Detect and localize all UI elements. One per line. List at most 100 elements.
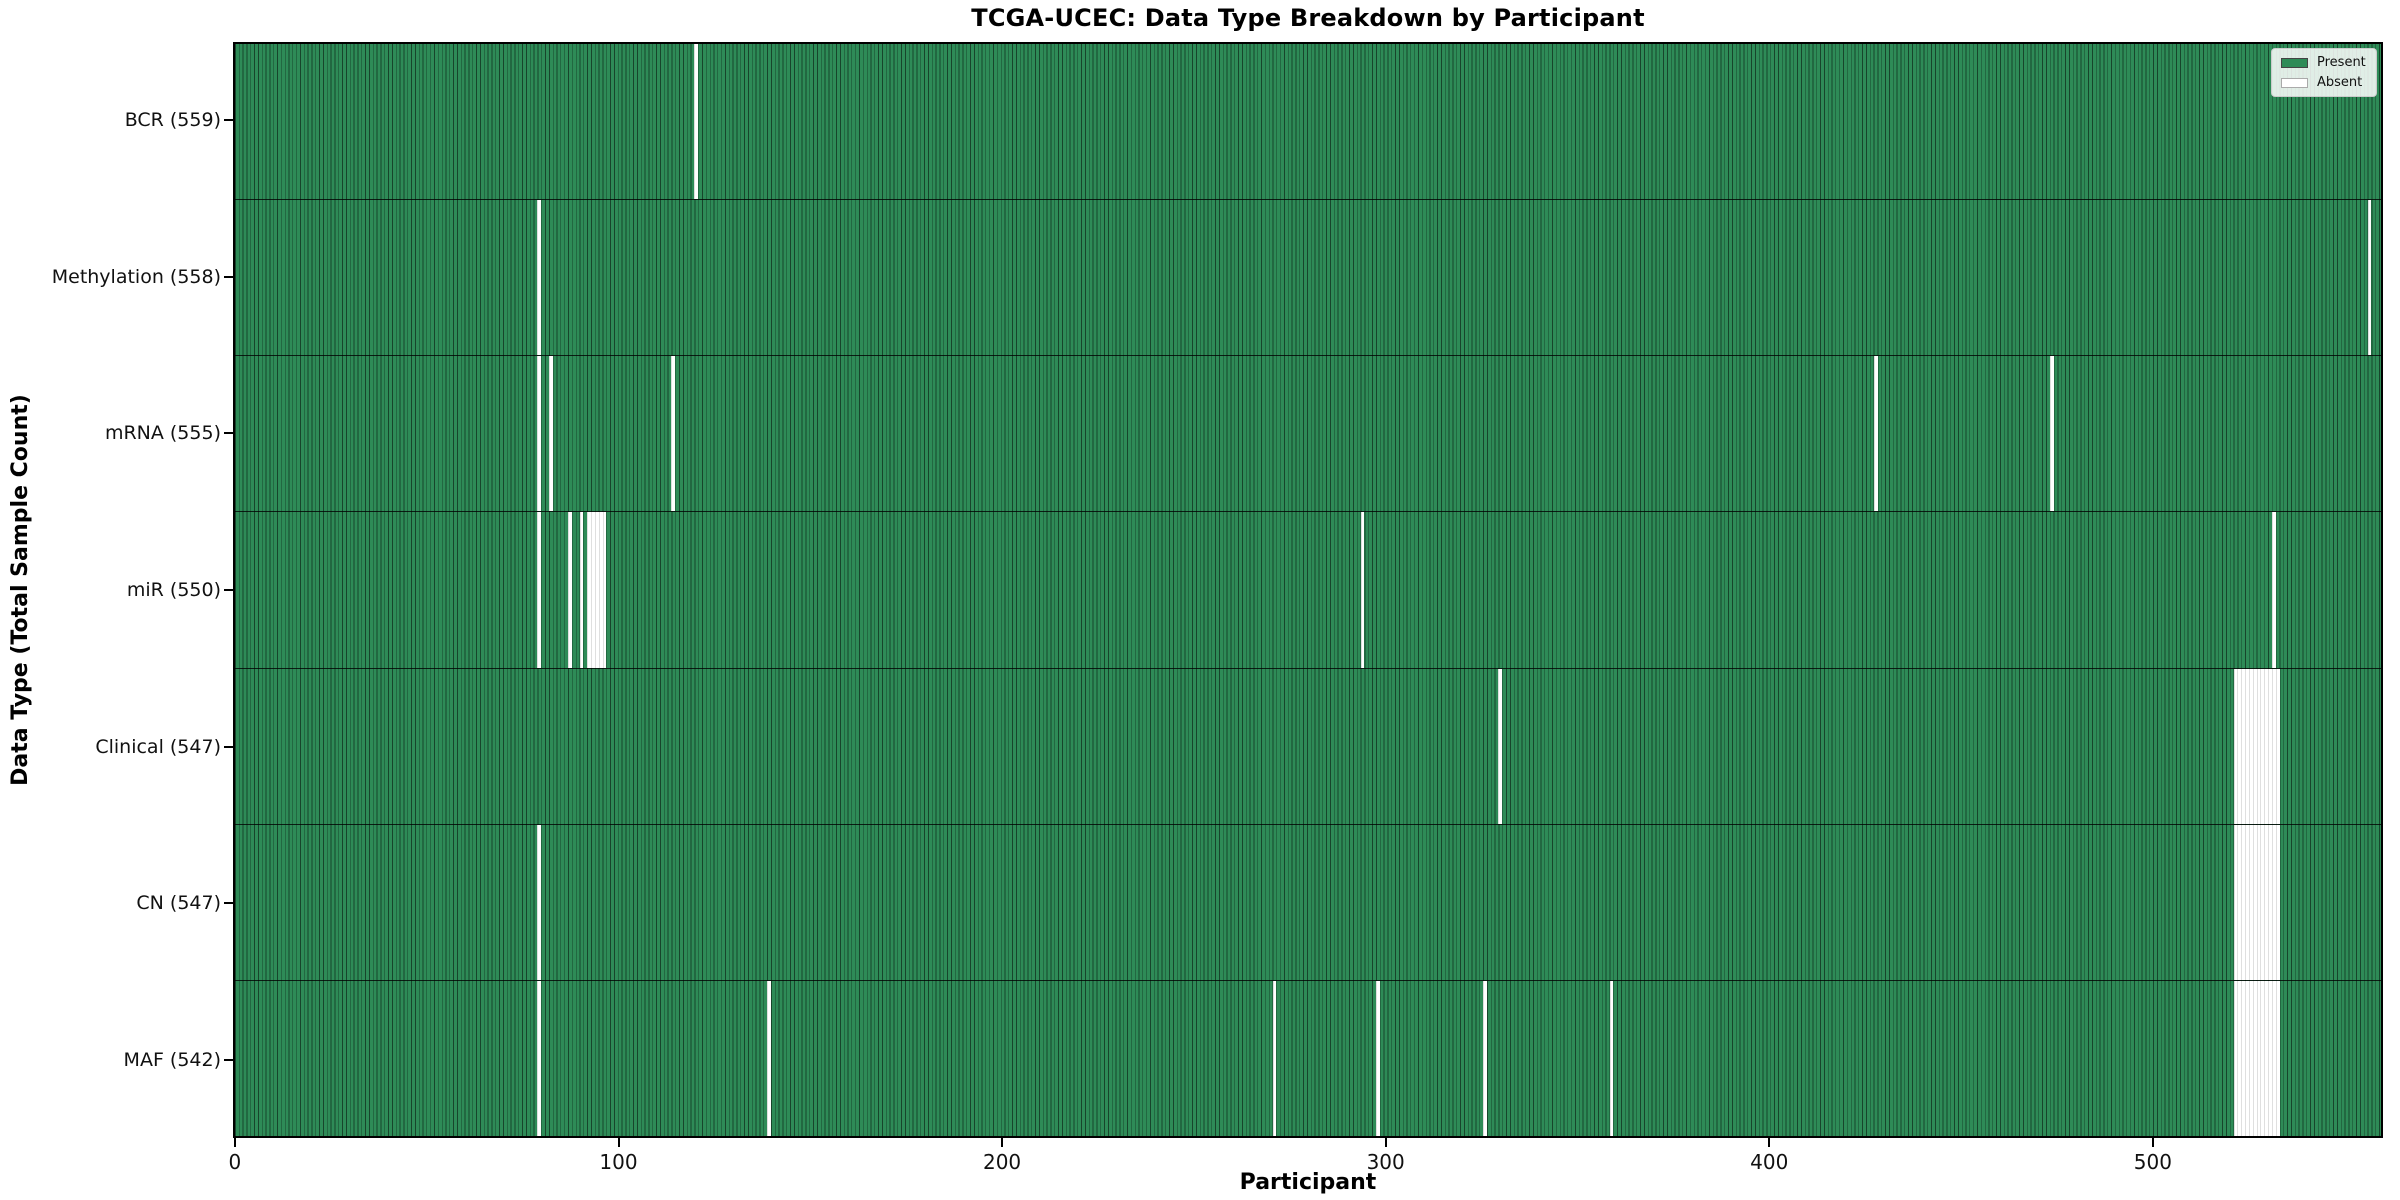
y-tick-label: CN (547): [136, 892, 221, 915]
absent-stripe: [2233, 668, 2238, 824]
x-tick-label: 500: [2133, 1150, 2172, 1174]
absent-stripe: [671, 356, 676, 512]
absent-stripe: [767, 980, 772, 1136]
x-tick-mark: [233, 1138, 236, 1147]
absent-stripe: [1375, 980, 1380, 1136]
absent-stripe: [2256, 824, 2261, 980]
absent-stripe: [2275, 980, 2280, 1136]
plot-area: [233, 42, 2383, 1138]
absent-stripe: [2252, 824, 2257, 980]
data-row-bcr: [235, 44, 2381, 201]
absent-stripe: [2264, 980, 2269, 1136]
y-tick-label: BCR (559): [124, 109, 221, 132]
absent-stripe: [591, 512, 595, 668]
y-tick-mark: [224, 745, 233, 748]
x-tick-label: 300: [1366, 1150, 1405, 1174]
data-row-mir: [235, 512, 2381, 669]
absent-stripe: [2248, 824, 2253, 980]
absent-stripe: [2252, 668, 2257, 824]
absent-stripe: [537, 824, 542, 980]
x-tick-mark: [1001, 1138, 1004, 1147]
x-tick-mark: [1768, 1138, 1771, 1147]
legend-label: Absent: [2317, 75, 2363, 90]
absent-stripe: [2248, 668, 2253, 824]
y-tick-label: mRNA (555): [104, 422, 221, 445]
y-tick-mark: [224, 589, 233, 591]
absent-stripe: [568, 512, 572, 668]
absent-stripe: [2245, 980, 2249, 1136]
x-tick-label: 100: [599, 1150, 638, 1174]
absent-stripe: [2237, 824, 2242, 980]
absent-stripe: [2271, 668, 2276, 824]
chart-title: TCGA-UCEC: Data Type Breakdown by Partic…: [971, 4, 1645, 32]
legend-label: Present: [2317, 55, 2366, 70]
x-tick-mark: [1384, 1138, 1387, 1147]
absent-stripe: [2245, 824, 2249, 980]
absent-stripe: [2252, 980, 2257, 1136]
y-tick-label: MAF (542): [123, 1048, 221, 1071]
absent-stripe: [537, 980, 542, 1136]
absent-stripe: [2049, 356, 2054, 512]
x-tick-label: 0: [228, 1150, 242, 1174]
data-row-maf: [235, 980, 2381, 1136]
legend-swatch-absent: [2281, 77, 2308, 88]
absent-stripe: [1498, 668, 1503, 824]
absent-stripe: [579, 512, 584, 668]
absent-stripe: [2241, 980, 2246, 1136]
data-row-clinical: [235, 668, 2381, 825]
legend: Present Absent: [2271, 48, 2377, 97]
absent-stripe: [2245, 668, 2249, 824]
absent-stripe: [2260, 824, 2265, 980]
absent-stripe: [587, 512, 592, 668]
data-row-methylation: [235, 200, 2381, 357]
legend-item-present: Present: [2281, 56, 2367, 69]
legend-swatch-present: [2281, 57, 2308, 68]
absent-stripe: [2241, 668, 2246, 824]
absent-stripe: [2237, 668, 2242, 824]
y-tick-label: Clinical (547): [95, 735, 221, 758]
absent-stripe: [1360, 512, 1365, 668]
x-tick-mark: [2151, 1138, 2154, 1147]
absent-stripe: [2264, 824, 2269, 980]
absent-stripe: [598, 512, 603, 668]
absent-stripe: [2268, 668, 2272, 824]
absent-stripe: [2256, 668, 2261, 824]
absent-stripe: [2268, 980, 2272, 1136]
legend-item-absent: Absent: [2281, 76, 2367, 89]
y-tick-label: Methylation (558): [51, 265, 221, 288]
y-tick-mark: [224, 119, 233, 122]
absent-stripe: [2367, 200, 2372, 356]
absent-stripe: [2271, 512, 2276, 668]
y-tick-mark: [224, 902, 233, 905]
absent-stripe: [602, 512, 607, 668]
absent-stripe: [1873, 356, 1878, 512]
absent-stripe: [2233, 824, 2238, 980]
absent-stripe: [2256, 980, 2261, 1136]
absent-stripe: [2275, 824, 2280, 980]
absent-stripe: [2233, 980, 2238, 1136]
absent-stripe: [2264, 668, 2269, 824]
absent-stripe: [2275, 668, 2280, 824]
x-tick-mark: [617, 1138, 620, 1147]
absent-stripe: [2241, 824, 2246, 980]
x-axis-label: Participant: [1239, 1170, 1377, 1195]
x-tick-label: 200: [982, 1150, 1022, 1174]
absent-stripe: [537, 356, 542, 512]
absent-stripe: [2248, 980, 2253, 1136]
absent-stripe: [594, 512, 599, 668]
y-tick-mark: [224, 432, 233, 435]
absent-stripe: [2268, 824, 2272, 980]
absent-stripe: [1483, 980, 1487, 1136]
absent-stripe: [2271, 980, 2276, 1136]
absent-stripe: [2271, 824, 2276, 980]
y-tick-mark: [224, 1058, 233, 1061]
data-row-mrna: [235, 356, 2381, 513]
x-tick-label: 400: [1750, 1150, 1789, 1174]
y-tick-label: miR (550): [126, 579, 221, 601]
absent-stripe: [694, 44, 699, 200]
absent-stripe: [1272, 980, 1277, 1136]
absent-stripe: [2237, 980, 2242, 1136]
absent-stripe: [537, 512, 542, 668]
absent-stripe: [548, 356, 553, 512]
